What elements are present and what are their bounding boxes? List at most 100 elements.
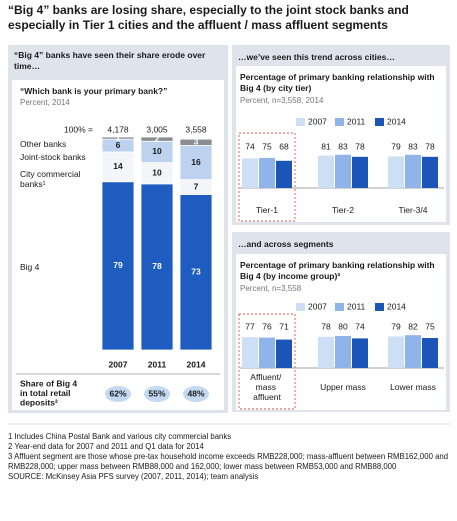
bar [352,338,368,368]
data-label: 79 [113,260,123,270]
bar [352,156,368,188]
x-tick-label: Tier-3/4 [399,205,428,215]
data-label: 7 [194,181,199,191]
source: SOURCE: McKinsey Asia PFS survey (2007, … [8,472,259,481]
panel-header: “Big 4” banks have seen their share erod… [14,50,206,71]
bar [388,156,404,188]
data-label: 79 [391,141,401,151]
data-label: 83 [338,141,348,151]
total-label: 3,005 [146,124,168,134]
data-label: 82 [408,321,418,331]
data-label: 73 [191,267,201,277]
data-label: 68 [279,141,289,151]
bar [259,337,275,368]
data-label: 78 [321,321,331,331]
panel-header: …and across segments [238,239,334,249]
legend-label: 2014 [387,301,406,311]
data-label: 76 [262,321,272,331]
highlight-box [238,313,296,410]
bar-segment [140,136,174,142]
legend-label: 2014 [387,116,406,126]
footnote: 3 Affluent segment are those whose pre-t… [8,452,449,471]
data-label: 74 [245,141,255,151]
share-label: 55% [148,388,165,398]
share-label: 48% [187,388,204,398]
x-tick-label: 2014 [187,359,206,369]
card-bg [236,66,446,222]
chart-title: Percentage of primary banking relationsh… [240,260,435,281]
bar-segment [101,181,135,351]
x-tick-label: Affluent/ mass affluent [250,372,283,402]
bar [276,339,292,368]
data-label: 81 [321,141,331,151]
bar [335,336,351,368]
bar [318,155,334,188]
bar-segment [101,136,135,140]
bar-segment [179,145,213,181]
chart-subtitle: Percent, n=3,558 [240,284,302,293]
bar [242,158,258,188]
legend-swatch [296,303,305,311]
series-label: Joint-stock banks [20,152,86,162]
data-label: 77 [245,321,255,331]
panel-header: …we’ve seen this trend across cities… [238,52,395,62]
x-tick-label: Upper mass [320,382,366,392]
footnote: 1 Includes China Postal Bank and various… [8,432,232,441]
data-label: 78 [425,141,435,151]
data-label: 83 [408,141,418,151]
bar [276,160,292,188]
legend-swatch [296,118,305,126]
highlight-box [238,132,296,222]
data-label: 71 [279,321,289,331]
x-tick-label: Tier-2 [332,205,354,215]
x-tick-label: Lower mass [390,382,436,392]
bar-segment [179,138,213,146]
legend-swatch [335,118,344,126]
data-label: 79 [391,321,401,331]
chart-title: “Which bank is your primary bank?” [20,86,168,96]
data-label: 14 [113,161,123,171]
data-label: 78 [355,141,365,151]
data-label: 75 [425,321,435,331]
bar [405,335,421,368]
total-label: 3,558 [185,124,207,134]
legend-label: 2007 [308,301,327,311]
bar [405,154,421,188]
footnotes: 1 Includes China Postal Bank and various… [8,432,453,482]
data-label: 10 [152,167,162,177]
x-tick-label: 2011 [148,359,167,369]
series-label: City commercial banks¹ [20,169,83,189]
chart-title: Percentage of primary banking relationsh… [240,72,435,93]
bar [259,158,275,188]
series-label: Big 4 [20,262,40,272]
data-label: 74 [355,321,365,331]
share-marker [183,386,209,402]
footnote: 2 Year-end data for 2007 and 2011 and Q1… [8,442,204,451]
total-label: 4,178 [107,124,129,134]
data-label: 80 [338,321,348,331]
x-tick-label: 2007 [109,359,128,369]
total-prefix: 100% = [64,124,93,134]
legend-label: 2007 [308,116,327,126]
bar [422,156,438,188]
x-tick-label: Tier-1 [256,205,278,215]
bar [422,338,438,368]
data-label: 78 [152,261,162,271]
data-label: 75 [262,141,272,151]
chart-subtitle: Percent, 2014 [20,98,70,107]
series-label: Other banks [20,139,66,149]
legend-swatch [375,303,384,311]
bar [242,337,258,368]
data-label: 16 [191,157,201,167]
bar [318,336,334,368]
data-label: 2 [155,133,160,143]
chart-subtitle: Percent, n=3,558, 2014 [240,96,324,105]
bar-segment [140,183,174,351]
share-label: 62% [109,388,126,398]
share-marker [144,386,170,402]
legend-label: 2011 [347,301,366,311]
bar [335,154,351,188]
bar [388,336,404,368]
